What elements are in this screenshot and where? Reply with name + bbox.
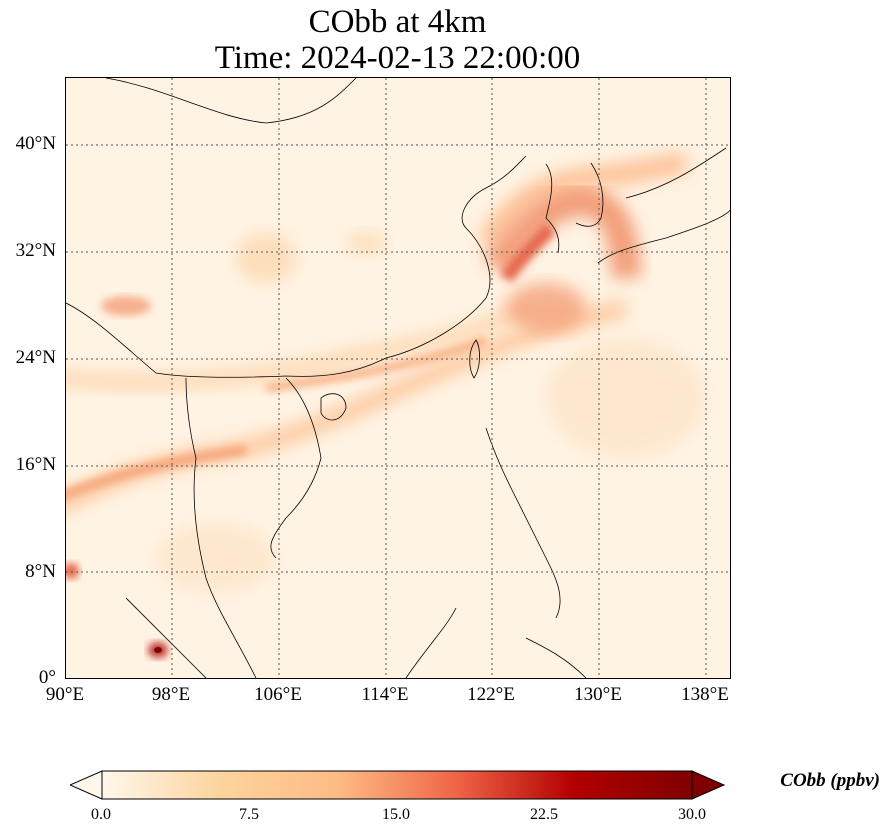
lat-tick-32n: 32°N: [15, 240, 56, 261]
lon-tick-130e: 130°E: [574, 684, 622, 705]
colorbar-tick-0: 0.0: [91, 806, 111, 823]
concentration-field: [66, 151, 706, 658]
lon-tick-122e: 122°E: [467, 684, 515, 705]
colorbar-extend-max: [691, 770, 725, 800]
map-canvas: [66, 78, 730, 678]
lon-tick-98e: 98°E: [151, 684, 191, 705]
map-title-line-2: Time: 2024-02-13 22:00:00: [214, 40, 581, 76]
lon-tick-90e: 90°E: [45, 684, 85, 705]
lat-tick-8n: 8°N: [25, 561, 56, 582]
map-plot-area: [65, 77, 731, 679]
colorbar: [70, 770, 725, 800]
colorbar-label: CObb (ppbv): [780, 770, 880, 791]
colorbar-gradient: [101, 770, 693, 800]
colorbar-tick-15: 15.0: [382, 806, 410, 823]
colorbar-tick-22-5: 22.5: [530, 806, 558, 823]
colorbar-tick-30: 30.0: [678, 806, 706, 823]
lat-tick-24n: 24°N: [15, 347, 56, 368]
lon-tick-138e: 138°E: [681, 684, 729, 705]
lat-tick-40n: 40°N: [15, 133, 56, 154]
colorbar-tick-7-5: 7.5: [239, 806, 259, 823]
coastlines: [66, 78, 730, 678]
gridlines: [66, 78, 730, 678]
lat-tick-16n: 16°N: [15, 454, 56, 475]
map-title-line-1: CObb at 4km: [308, 4, 487, 40]
colorbar-extend-min: [70, 770, 103, 800]
lat-tick-0: 0°: [38, 667, 56, 688]
lon-tick-106e: 106°E: [254, 684, 302, 705]
lon-tick-114e: 114°E: [361, 684, 409, 705]
